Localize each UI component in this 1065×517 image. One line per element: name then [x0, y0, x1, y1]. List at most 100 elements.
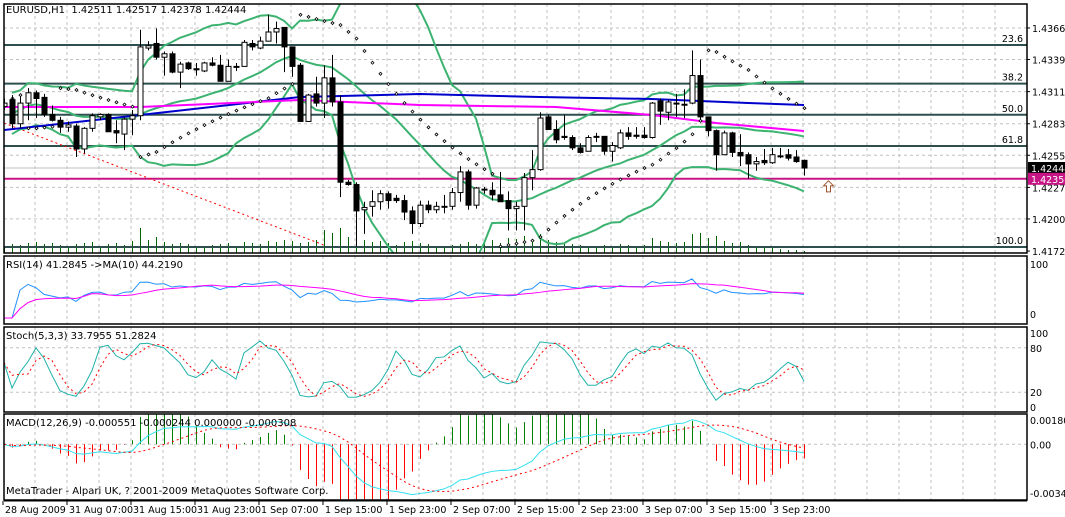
- candle: [321, 65, 328, 119]
- bear-candle-body: [657, 100, 664, 112]
- bull-candle-body: [265, 31, 272, 42]
- candle: [537, 112, 544, 171]
- bear-candle-body: [185, 62, 192, 70]
- bull-candle-body: [721, 132, 728, 156]
- parabolic-sar-dot: [794, 101, 799, 106]
- price-tick-label: 1.41720: [1032, 247, 1065, 258]
- parabolic-sar-dot: [26, 126, 31, 131]
- stochastic-scale-label: 0: [1030, 403, 1036, 414]
- candle: [201, 61, 208, 73]
- bear-candle-body: [785, 154, 792, 159]
- parabolic-sar-dot: [354, 36, 359, 41]
- parabolic-sar-dot: [106, 97, 111, 103]
- bear-candle-body: [745, 154, 752, 165]
- candle: [649, 101, 656, 139]
- parabolic-sar-dot: [410, 109, 415, 114]
- bull-candle-body: [689, 75, 696, 104]
- candle: [753, 157, 760, 171]
- bollinger-middle-line: [11, 55, 805, 203]
- candle: [241, 40, 248, 67]
- bull-candle-body: [377, 193, 384, 203]
- candle: [513, 201, 520, 231]
- bear-candle-body: [713, 130, 720, 156]
- fibonacci-level-label: 100.0: [996, 236, 1023, 247]
- alert-price-tag: 1.42350: [1031, 175, 1065, 186]
- candle: [209, 57, 216, 67]
- bull-candle-body: [97, 114, 104, 118]
- parabolic-sar-dot: [178, 135, 183, 140]
- parabolic-sar-dot: [314, 16, 319, 22]
- bull-candle-body: [681, 103, 688, 106]
- candle: [585, 135, 592, 152]
- price-tick-label: 1.42555: [1032, 151, 1065, 162]
- bull-candle-body: [433, 205, 440, 211]
- parabolic-sar-dot: [338, 22, 343, 28]
- bull-candle-body: [257, 40, 264, 49]
- macd-main-line: [4, 419, 805, 496]
- parabolic-sar-dot: [234, 108, 239, 113]
- bear-candle-body: [209, 62, 216, 66]
- candle: [713, 129, 720, 171]
- candle: [601, 135, 608, 155]
- bull-candle-body: [81, 127, 88, 150]
- candle: [433, 201, 440, 214]
- parabolic-sar-dot: [626, 173, 631, 178]
- candle: [721, 130, 728, 156]
- parabolic-sar-dot: [154, 149, 159, 155]
- candle: [697, 59, 704, 120]
- bull-candle-body: [65, 124, 72, 128]
- candle: [369, 190, 376, 217]
- candle: [657, 98, 664, 125]
- candle: [361, 201, 368, 234]
- bull-candle-body: [441, 205, 448, 208]
- parabolic-sar-dot: [754, 74, 759, 79]
- candle: [73, 123, 80, 158]
- parabolic-sar-dot: [218, 115, 223, 120]
- bear-candle-body: [553, 128, 560, 141]
- bear-candle-body: [497, 194, 504, 203]
- parabolic-sar-dot: [490, 171, 495, 176]
- bull-candle-body: [529, 169, 536, 179]
- candle: [161, 51, 168, 76]
- bear-candle-body: [601, 135, 608, 152]
- bull-candle-body: [417, 204, 424, 225]
- candle: [41, 93, 48, 117]
- candle: [633, 127, 640, 139]
- candle: [313, 76, 320, 107]
- parabolic-sar-dot: [474, 162, 479, 167]
- parabolic-sar-dot: [146, 152, 151, 157]
- candle: [489, 182, 496, 201]
- bull-candle-body: [481, 188, 488, 191]
- candle: [49, 105, 56, 122]
- parabolic-sar-dot: [418, 117, 423, 122]
- parabolic-sar-dot: [770, 86, 775, 91]
- candle: [65, 121, 72, 132]
- bull-candle-body: [361, 206, 368, 211]
- macd-scale-label: 0.00: [1030, 440, 1051, 451]
- parabolic-sar-dot: [498, 244, 503, 249]
- parabolic-sar-dot: [698, 118, 703, 123]
- parabolic-sar-dot: [330, 20, 335, 26]
- bollinger-upper-band: [11, 4, 805, 182]
- bull-candle-body: [537, 117, 544, 171]
- candle: [593, 132, 600, 143]
- stochastic-label: Stoch(5,3,3) 33.7955 51.2824: [6, 331, 157, 342]
- candle: [609, 142, 616, 162]
- candle: [761, 148, 768, 166]
- parabolic-sar-dot: [346, 29, 351, 34]
- candle: [145, 41, 152, 51]
- candle: [689, 50, 696, 105]
- price-tick-label: 1.42275: [1032, 183, 1065, 194]
- candle: [193, 62, 200, 76]
- parabolic-sar-dot: [690, 132, 695, 137]
- ohlc-values: 1.42511 1.42517 1.42378 1.42444: [71, 5, 247, 16]
- bull-candle-body: [473, 187, 480, 206]
- bear-candle-body: [337, 101, 344, 183]
- parabolic-sar-dot: [802, 106, 807, 111]
- candle: [793, 150, 800, 163]
- ma-blue-line: [4, 93, 805, 132]
- parabolic-sar-dot: [778, 91, 783, 96]
- candle: [121, 116, 128, 151]
- parabolic-sar-dot: [98, 95, 103, 100]
